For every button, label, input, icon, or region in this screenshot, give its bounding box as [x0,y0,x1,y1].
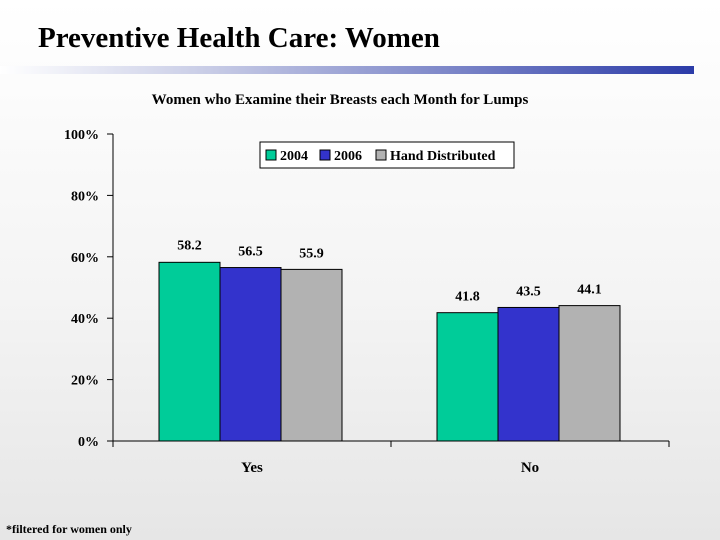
y-tick-label: 20% [71,374,99,389]
legend-swatch [319,149,331,161]
y-tick-label: 100% [64,128,99,143]
legend-swatch [265,149,277,161]
data-label: 43.5 [516,284,541,299]
data-label: 41.8 [455,290,480,305]
title-rule [0,66,694,74]
slide-title: Preventive Health Care: Women [38,22,440,54]
x-category-label: No [521,460,539,476]
x-category-label: Yes [241,460,263,476]
data-label: 55.9 [299,246,324,261]
bar [558,305,621,442]
bar [158,261,221,442]
data-label: 58.2 [177,238,202,253]
bar [436,312,499,442]
bar [219,267,282,442]
y-tick-label: 40% [71,312,99,327]
legend-label: 2004 [280,149,308,164]
bar [497,306,560,442]
legend-swatch [375,149,387,161]
chart-title: Women who Examine their Breasts each Mon… [152,92,529,108]
bar [280,268,343,442]
legend-label: Hand Distributed [390,149,496,164]
legend-box [259,141,515,169]
data-label: 56.5 [238,245,263,260]
bar-chart: Women who Examine their Breasts each Mon… [64,92,670,476]
footnote: *filtered for women only [6,522,132,536]
y-tick-label: 60% [71,251,99,266]
data-label: 44.1 [577,283,602,298]
y-tick-label: 80% [71,189,99,204]
legend-label: 2006 [334,149,362,164]
y-tick-label: 0% [78,435,99,450]
